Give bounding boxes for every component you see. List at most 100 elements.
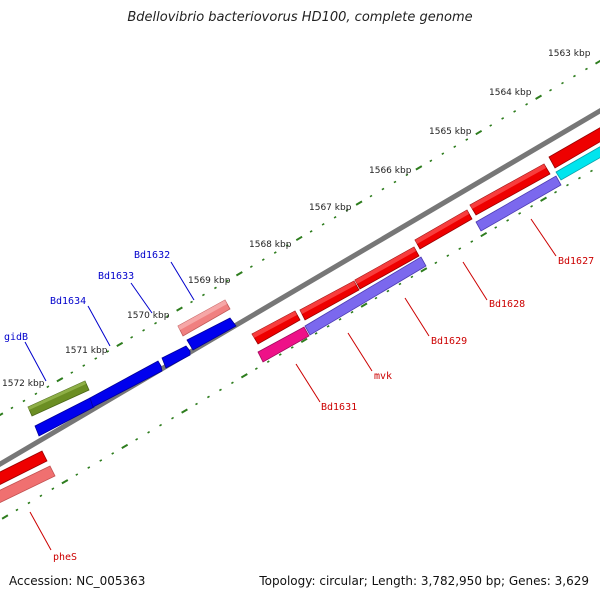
minor-tick <box>314 332 318 335</box>
gene-mvk[interactable] <box>304 256 427 336</box>
minor-tick <box>446 254 450 257</box>
major-tick <box>61 479 69 485</box>
major-tick <box>295 235 303 242</box>
minor-tick <box>166 314 170 318</box>
minor-tick <box>82 364 86 367</box>
major-tick <box>121 443 129 449</box>
gene-label-pheS[interactable]: pheS <box>53 552 77 563</box>
minor-tick <box>585 67 588 71</box>
minor-tick <box>15 508 19 512</box>
major-tick <box>420 267 428 273</box>
gene-label-Bd1631[interactable]: Bd1631 <box>321 402 357 413</box>
accession-text: Accession: NC_005363 <box>9 574 146 588</box>
gene-pheS[interactable] <box>0 450 48 487</box>
minor-tick <box>159 423 162 427</box>
minor-tick <box>513 110 517 113</box>
minor-tick <box>99 459 103 462</box>
minor-tick <box>470 240 474 243</box>
gene-Bd1627[interactable] <box>555 141 600 181</box>
minor-tick <box>578 176 581 180</box>
major-tick <box>176 306 183 312</box>
minor-tick <box>285 244 289 247</box>
minor-tick <box>386 289 390 293</box>
minor-tick <box>561 81 564 85</box>
gene-red-6[interactable] <box>548 122 600 169</box>
minor-tick <box>34 392 38 396</box>
gene-Bd1628[interactable] <box>475 175 562 232</box>
minor-tick <box>398 282 402 286</box>
minor-tick <box>393 180 397 184</box>
minor-tick <box>135 438 139 441</box>
tick-labels: 1563 kbp 1564 kbp 1565 kbp 1566 kbp 1567… <box>2 49 591 389</box>
minor-tick <box>51 487 55 491</box>
gene-label-Bd1633[interactable]: Bd1633 <box>98 271 134 282</box>
minor-tick <box>350 310 354 314</box>
minor-tick <box>130 336 134 339</box>
minor-tick <box>278 353 282 356</box>
minor-tick <box>345 208 349 212</box>
minor-tick <box>46 385 50 389</box>
minor-tick <box>525 103 529 106</box>
outer-tick-track <box>1 164 600 520</box>
gene-Bd1632[interactable] <box>186 317 237 351</box>
tick-label-1571: 1571 kbp <box>65 346 108 356</box>
reverse-strand-genes: Bd1631 mvk Bd1629 Bd1628 Bd1627 pheS <box>0 122 600 563</box>
gene-label-gidB[interactable]: gidB <box>4 332 28 343</box>
gene-label-Bd1628[interactable]: Bd1628 <box>489 299 525 310</box>
major-tick <box>300 337 308 344</box>
minor-tick <box>190 300 193 304</box>
minor-tick <box>27 501 31 505</box>
major-tick <box>235 271 243 277</box>
tick-label-1572: 1572 kbp <box>2 379 45 389</box>
gene-label-Bd1632[interactable]: Bd1632 <box>134 250 170 261</box>
major-tick <box>540 196 548 202</box>
genome-backbone <box>0 107 600 468</box>
tick-label-1565: 1565 kbp <box>429 127 472 137</box>
minor-tick <box>171 416 175 420</box>
minor-tick <box>369 194 373 198</box>
minor-tick <box>254 367 258 370</box>
minor-tick <box>494 226 498 229</box>
gene-gidB[interactable] <box>27 380 90 417</box>
tick-label-1564: 1564 kbp <box>489 88 532 98</box>
minor-tick <box>566 183 569 187</box>
gene-label-mvk[interactable]: mvk <box>374 371 392 382</box>
minor-tick <box>201 293 205 297</box>
minor-tick <box>590 169 593 173</box>
minor-tick <box>94 357 98 360</box>
minor-tick <box>506 219 510 222</box>
major-tick <box>360 302 368 308</box>
gene-Bd1633[interactable] <box>161 345 191 369</box>
minor-tick <box>309 230 313 233</box>
major-tick <box>0 412 4 417</box>
minor-tick <box>230 381 234 385</box>
minor-tick <box>489 124 493 127</box>
minor-tick <box>321 223 325 226</box>
minor-tick <box>75 473 79 476</box>
gene-label-Bd1629[interactable]: Bd1629 <box>431 336 467 347</box>
minor-tick <box>70 371 74 374</box>
minor-tick <box>261 258 265 261</box>
inner-tick-track <box>0 59 600 417</box>
gene-label-Bd1627[interactable]: Bd1627 <box>558 256 594 267</box>
minor-tick <box>441 152 445 155</box>
tick-label-1568: 1568 kbp <box>249 240 292 250</box>
minor-tick <box>381 187 385 191</box>
gene-Bd1631[interactable] <box>257 326 310 363</box>
minor-tick <box>374 296 378 300</box>
tick-label-1563: 1563 kbp <box>548 49 591 59</box>
gene-label-Bd1634[interactable]: Bd1634 <box>50 296 86 307</box>
tick-label-1566: 1566 kbp <box>369 166 412 176</box>
gene-pheS-light[interactable] <box>0 465 56 505</box>
topology-summary: Topology: circular; Length: 3,782,950 bp… <box>259 574 589 588</box>
major-tick <box>240 373 248 379</box>
minor-tick <box>273 251 277 254</box>
major-tick <box>1 514 9 520</box>
minor-tick <box>453 145 457 148</box>
gene-Bd1634b[interactable] <box>89 360 163 408</box>
minor-tick <box>333 216 337 219</box>
major-tick <box>415 165 423 171</box>
tick-label-1570: 1570 kbp <box>127 311 170 321</box>
